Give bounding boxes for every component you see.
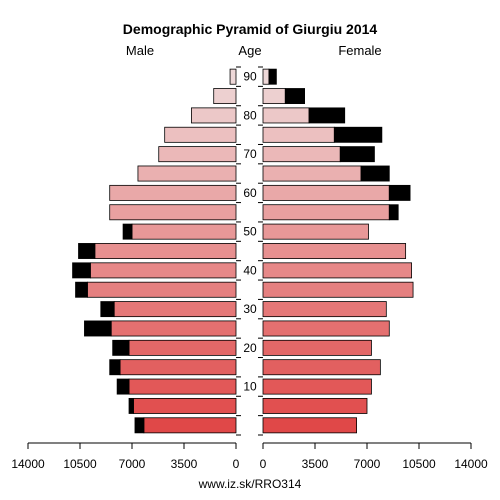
female-bar-25-29 (262, 320, 390, 337)
male-x-tick-label: 7000 (119, 457, 146, 471)
male-excess-bar-10-14 (116, 378, 130, 395)
axes-group: 10 20 30 40 50 60 70 80 90 14000 10500 7000 3500 0 0 35… (11, 66, 488, 471)
female-excess-bar-55-59 (388, 204, 399, 221)
male-bar-65-69 (137, 165, 237, 182)
male-bar-60-64 (109, 184, 237, 201)
female-excess-bar-70-74 (339, 146, 375, 163)
female-bar-45-49 (262, 243, 407, 259)
male-excess-bar-40-44 (72, 262, 91, 279)
female-bar-50-54 (262, 223, 369, 240)
female-bar-85-89 (262, 88, 286, 105)
female-label: Female (338, 43, 381, 58)
male-bar-25-29 (110, 320, 237, 337)
bars-group (72, 68, 414, 434)
age-tick-label: 10 (243, 380, 257, 394)
age-tick-label: 60 (243, 186, 257, 200)
female-x-tick-label: 10500 (402, 457, 436, 471)
age-tick-label: 50 (243, 225, 257, 239)
male-bar-90+ (229, 68, 237, 85)
male-bar-85-89 (213, 88, 237, 105)
male-bar-15-19 (119, 359, 237, 376)
female-bar-90+ (262, 68, 270, 85)
female-x-tick-label: 3500 (302, 457, 329, 471)
female-excess-bar-65-69 (360, 165, 390, 182)
male-bar-55-59 (109, 204, 237, 221)
female-x-tick-label: 0 (260, 457, 267, 471)
female-bar-15-19 (262, 359, 381, 376)
female-bar-20-24 (262, 339, 372, 356)
female-excess-bar-60-64 (388, 184, 411, 201)
female-bar-0-4 (262, 417, 357, 434)
male-bar-20-24 (128, 339, 237, 356)
male-bar-50-54 (131, 223, 237, 240)
age-tick-label: 40 (243, 263, 257, 277)
male-bar-80-84 (191, 107, 237, 124)
male-x-tick-label: 14000 (11, 457, 45, 471)
male-excess-bar-25-29 (84, 320, 112, 337)
footer-source: www.iz.sk/RRO314 (198, 477, 302, 491)
male-excess-bar-15-19 (109, 359, 121, 376)
male-bar-0-4 (143, 417, 237, 434)
female-bar-35-39 (262, 281, 414, 298)
age-tick-label: 30 (243, 302, 257, 316)
female-bar-65-69 (262, 165, 362, 182)
male-excess-bar-20-24 (112, 339, 130, 356)
female-bar-30-34 (262, 301, 387, 318)
male-bar-70-74 (158, 146, 237, 163)
male-label: Male (126, 43, 154, 58)
male-bar-45-49 (94, 243, 237, 259)
male-excess-bar-50-54 (122, 223, 133, 240)
male-bar-30-34 (113, 301, 237, 318)
male-excess-bar-5-9 (128, 397, 134, 414)
female-bar-70-74 (262, 146, 341, 163)
male-excess-bar-30-34 (100, 301, 115, 318)
age-tick-label: 90 (243, 70, 257, 84)
male-x-tick-label: 0 (233, 457, 240, 471)
female-bar-75-79 (262, 126, 335, 143)
female-bar-40-44 (262, 262, 412, 279)
male-bar-35-39 (87, 281, 237, 298)
female-x-tick-label: 7000 (354, 457, 381, 471)
age-label: Age (238, 43, 261, 58)
male-bar-5-9 (133, 397, 237, 414)
male-bar-40-44 (90, 262, 237, 279)
age-tick-label: 80 (243, 108, 257, 122)
male-excess-bar-0-4 (134, 417, 145, 434)
male-excess-bar-35-39 (75, 281, 88, 298)
chart-title: Demographic Pyramid of Giurgiu 2014 (123, 21, 378, 37)
female-bar-5-9 (262, 397, 368, 414)
female-excess-bar-85-89 (284, 88, 305, 105)
female-x-tick-label: 14000 (454, 457, 488, 471)
female-bar-80-84 (262, 107, 310, 124)
male-x-tick-label: 10500 (63, 457, 97, 471)
female-bar-60-64 (262, 184, 390, 201)
age-tick-label: 20 (243, 341, 257, 355)
male-bar-75-79 (164, 126, 237, 143)
male-bar-10-14 (128, 378, 237, 395)
male-excess-bar-45-49 (78, 243, 96, 259)
female-bar-55-59 (262, 204, 390, 221)
female-excess-bar-80-84 (308, 107, 346, 124)
female-bar-10-14 (262, 378, 372, 395)
age-tick-label: 70 (243, 147, 257, 161)
female-excess-bar-90+ (268, 68, 277, 85)
female-excess-bar-75-79 (333, 126, 383, 143)
male-x-tick-label: 3500 (171, 457, 198, 471)
